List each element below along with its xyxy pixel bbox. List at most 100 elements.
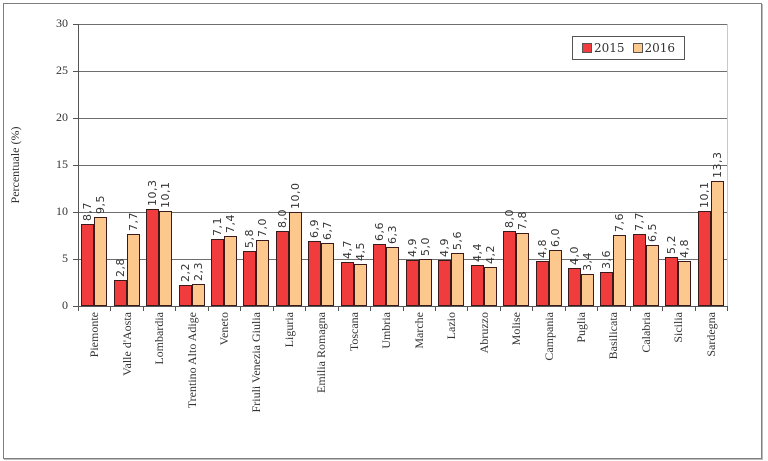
- plot-area: [78, 24, 728, 306]
- gridline: [78, 71, 727, 72]
- value-label: 6,5: [645, 222, 659, 242]
- bar-2015: [405, 259, 419, 306]
- x-tick: [110, 306, 112, 311]
- x-tick: [499, 306, 501, 311]
- bar-2015: [113, 279, 127, 306]
- value-label: 5,0: [418, 237, 432, 256]
- bar-2015: [470, 264, 484, 306]
- y-tick: [73, 24, 78, 25]
- value-label: 7,6: [613, 212, 627, 232]
- x-tick: [78, 306, 79, 311]
- y-axis-title: Percentuale (%): [8, 126, 22, 204]
- bar-2015: [308, 241, 322, 306]
- x-tick-label: Abruzzo: [476, 312, 491, 354]
- bar-2016: [645, 244, 659, 306]
- bar-2015: [178, 285, 192, 306]
- y-tick: [73, 306, 78, 307]
- x-tick: [207, 306, 209, 311]
- bar-2016: [224, 236, 238, 306]
- y-tick-label: 5: [62, 251, 68, 265]
- value-label: 4,7: [340, 239, 354, 259]
- value-label: 2,8: [113, 257, 127, 277]
- bar-2015: [535, 260, 549, 306]
- value-label: 2,2: [178, 263, 192, 283]
- x-tick: [370, 306, 372, 311]
- x-tick-label: Molise: [509, 312, 524, 346]
- x-tick-label: Puglia: [573, 312, 588, 343]
- x-tick: [305, 306, 307, 311]
- x-tick-label: Piemonte: [87, 312, 102, 358]
- value-label: 9,5: [94, 194, 108, 214]
- value-label: 4,9: [405, 237, 419, 257]
- x-tick: [272, 306, 274, 311]
- value-label: 3,6: [600, 250, 614, 270]
- value-label: 2,3: [191, 262, 205, 282]
- value-label: 7,4: [224, 214, 238, 234]
- legend-swatch-2015: [581, 43, 592, 53]
- bar-2016: [451, 253, 465, 306]
- gridline: [78, 24, 727, 25]
- bar-2016: [126, 233, 140, 306]
- bar-2016: [710, 180, 724, 306]
- bar-2015: [146, 209, 160, 306]
- x-tick-label: Sicilia: [671, 312, 686, 343]
- bar-2015: [438, 259, 452, 306]
- value-label: 8,0: [503, 208, 517, 228]
- value-label: 5,8: [243, 229, 257, 249]
- bar-2016: [580, 274, 594, 306]
- bar-2015: [600, 272, 614, 306]
- x-tick-label: Lombardia: [152, 312, 167, 365]
- value-label: 10,3: [146, 179, 160, 207]
- legend-swatch-2016: [632, 43, 643, 53]
- y-tick: [73, 259, 78, 260]
- bar-2016: [256, 240, 270, 306]
- chart-frame: [3, 3, 762, 459]
- bar-2016: [548, 249, 562, 306]
- y-tick: [73, 212, 78, 213]
- x-tick-label: Campania: [541, 312, 556, 361]
- y-tick-label: 20: [56, 110, 68, 124]
- x-tick: [694, 306, 696, 311]
- bar-2015: [211, 239, 225, 306]
- legend-item-2015: 2015: [581, 41, 625, 55]
- x-tick-label: Marche: [411, 312, 426, 349]
- bar-2015: [340, 261, 354, 306]
- value-label: 4,5: [353, 241, 367, 261]
- value-label: 4,2: [483, 244, 497, 264]
- gridline: [78, 212, 727, 213]
- legend-item-2016: 2016: [632, 41, 676, 55]
- bar-2016: [353, 263, 367, 306]
- legend-label-2016: 2016: [644, 41, 676, 55]
- value-label: 3,4: [580, 252, 594, 272]
- x-tick: [532, 306, 534, 311]
- value-label: 4,8: [535, 238, 549, 258]
- bar-2015: [81, 224, 95, 306]
- x-tick: [467, 306, 469, 311]
- value-label: 4,4: [470, 242, 484, 262]
- value-label: 10,1: [697, 181, 711, 209]
- x-tick: [564, 306, 566, 311]
- y-tick: [73, 165, 78, 166]
- bar-2016: [191, 284, 205, 306]
- x-tick: [337, 306, 339, 311]
- bar-2015: [665, 257, 679, 306]
- x-tick-label: Sardegna: [703, 312, 718, 357]
- y-tick-label: 30: [56, 16, 68, 30]
- bar-2015: [373, 243, 387, 306]
- value-label: 6,9: [308, 219, 322, 239]
- value-label: 4,8: [678, 238, 692, 258]
- gridline: [78, 118, 727, 119]
- x-tick: [629, 306, 631, 311]
- x-tick-label: Trentino Alto Adige: [184, 312, 199, 409]
- value-label: 7,8: [516, 210, 530, 230]
- legend-label-2015: 2015: [593, 41, 625, 55]
- x-tick: [402, 306, 404, 311]
- bar-2016: [483, 266, 497, 306]
- bar-2016: [386, 246, 400, 306]
- bar-2015: [503, 230, 517, 306]
- bar-2016: [678, 260, 692, 306]
- x-tick: [240, 306, 242, 311]
- bar-2015: [567, 268, 581, 306]
- value-label: 5,6: [451, 231, 465, 251]
- value-label: 7,7: [632, 211, 646, 231]
